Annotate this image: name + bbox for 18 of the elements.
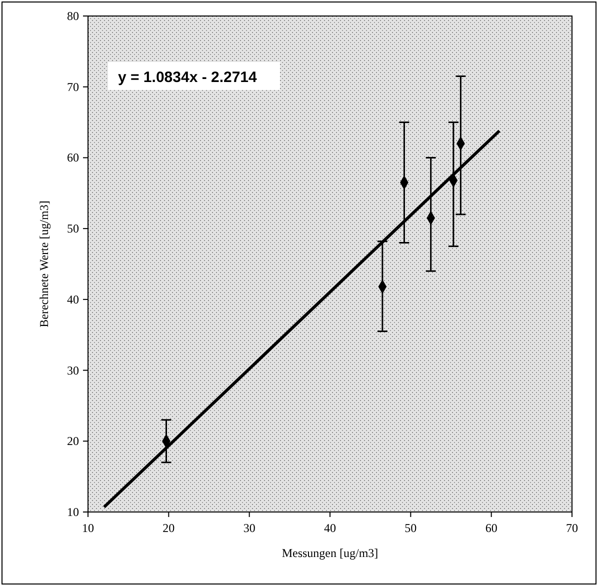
y-axis-title: Berechnete Werte [ug/m3] [37, 200, 51, 328]
x-tick-label: 70 [566, 521, 578, 535]
y-tick-label: 20 [67, 434, 79, 448]
y-tick-label: 70 [67, 80, 79, 94]
x-tick-label: 60 [485, 521, 498, 535]
y-tick-label: 10 [67, 505, 79, 519]
y-tick-label: 50 [67, 222, 79, 236]
x-tick-label: 40 [324, 521, 336, 535]
y-tick-label: 40 [67, 292, 79, 306]
annotation: y = 1.0834x - 2.2714 [118, 69, 258, 86]
x-tick-label: 50 [404, 521, 417, 535]
x-tick-label: 10 [82, 521, 94, 535]
y-tick-label: 30 [67, 363, 79, 378]
y-tick-label: 60 [67, 150, 79, 165]
x-tick-label: 20 [162, 521, 175, 535]
x-axis-title: Messungen [ug/m3] [282, 546, 378, 560]
x-tick-label: 30 [243, 521, 256, 535]
y-tick-label: 80 [67, 9, 79, 23]
